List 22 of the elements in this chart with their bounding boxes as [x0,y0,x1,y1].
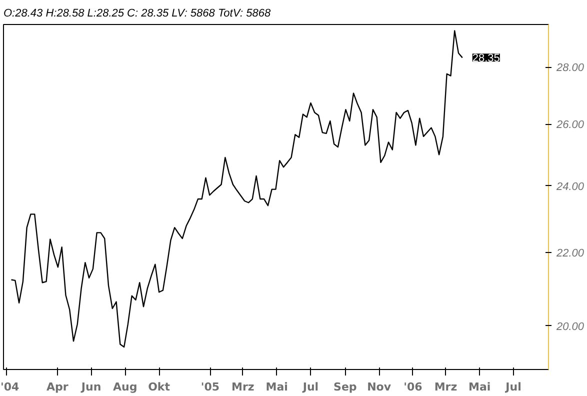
x-tick-label: Mrz [232,380,254,394]
x-tick-label: Jun [80,380,102,394]
y-tick-label: 22.00 [556,248,585,260]
line-series [10,30,463,348]
x-tick-label: Mai [468,380,491,394]
y-tick-label: 20.00 [556,320,585,333]
y-tick-label: 24.00 [556,180,585,193]
x-tick-label: Apr [46,380,69,394]
x-tick-label: Aug [113,380,138,394]
x-tick-label: Jul [504,380,522,394]
x-tick-label: '05 [200,380,220,394]
x-tick-label: Nov [367,380,392,394]
x-tick-label: Sep [334,380,357,394]
y-tick-label: 28.00 [556,62,585,74]
x-tick-label: Jul [302,380,319,394]
x-tick-label: Mai [266,380,288,394]
x-tick-label: '04 [0,380,20,394]
x-tick-label: Okt [148,380,170,394]
x-tick-label: Mrz [434,380,458,394]
chart-title: O:28.43 H:28.58 L:28.25 C: 28.35 LV: 5868 TotV: 5868 [4,8,272,20]
x-tick-label: '06 [404,380,423,394]
y-tick-label: 26.00 [556,119,585,132]
